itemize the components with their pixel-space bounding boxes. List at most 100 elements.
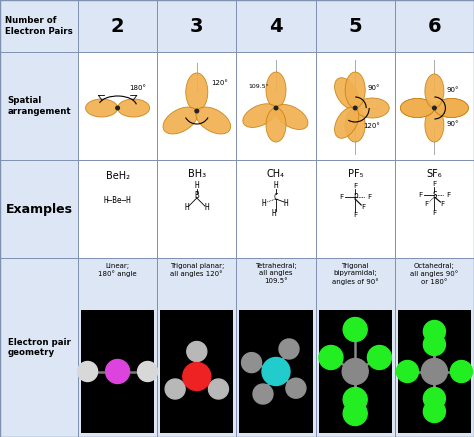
Bar xyxy=(78,258,157,437)
Bar xyxy=(78,160,157,258)
Circle shape xyxy=(433,106,436,110)
Circle shape xyxy=(423,320,446,343)
Circle shape xyxy=(423,333,446,356)
Circle shape xyxy=(242,353,262,373)
Circle shape xyxy=(116,106,119,110)
Text: 5: 5 xyxy=(348,17,362,35)
Bar xyxy=(78,0,157,52)
Ellipse shape xyxy=(434,98,468,118)
Circle shape xyxy=(343,388,367,412)
Circle shape xyxy=(279,339,299,359)
Bar xyxy=(157,258,237,437)
Text: BeH₂: BeH₂ xyxy=(106,171,129,181)
Text: Trigonal planar;
all angles 120°: Trigonal planar; all angles 120° xyxy=(170,263,224,277)
Circle shape xyxy=(286,378,306,398)
Text: H: H xyxy=(204,204,209,212)
Text: F: F xyxy=(440,201,445,207)
Bar xyxy=(157,52,237,160)
Text: CH₄: CH₄ xyxy=(267,169,285,179)
Circle shape xyxy=(421,358,447,385)
Bar xyxy=(237,258,316,437)
Text: P: P xyxy=(353,193,357,201)
Text: F: F xyxy=(353,183,357,189)
Ellipse shape xyxy=(335,107,359,138)
Text: SF₆: SF₆ xyxy=(427,169,442,179)
Bar xyxy=(0,0,78,52)
Bar xyxy=(237,52,316,160)
Ellipse shape xyxy=(266,108,286,142)
Ellipse shape xyxy=(196,107,231,134)
Ellipse shape xyxy=(186,73,208,111)
Text: H: H xyxy=(272,209,276,218)
Circle shape xyxy=(209,379,228,399)
Text: F: F xyxy=(367,194,371,200)
Text: 109.5°: 109.5° xyxy=(248,84,269,89)
Circle shape xyxy=(253,384,273,404)
Text: 6: 6 xyxy=(428,17,441,35)
Circle shape xyxy=(450,361,473,382)
Text: F: F xyxy=(424,201,428,207)
Bar xyxy=(237,160,316,258)
Circle shape xyxy=(78,361,98,382)
Circle shape xyxy=(274,106,278,110)
Text: 3: 3 xyxy=(190,17,203,35)
Circle shape xyxy=(137,361,157,382)
Text: Examples: Examples xyxy=(6,202,73,215)
Bar xyxy=(157,160,237,258)
Text: F: F xyxy=(447,192,450,198)
Bar xyxy=(395,52,474,160)
Circle shape xyxy=(423,388,446,409)
Text: F: F xyxy=(432,181,437,187)
Text: 2: 2 xyxy=(111,17,124,35)
Circle shape xyxy=(354,106,357,110)
Text: Number of
Electron Pairs: Number of Electron Pairs xyxy=(5,16,73,36)
Text: S: S xyxy=(432,191,437,200)
Bar xyxy=(81,310,154,433)
Circle shape xyxy=(396,361,419,382)
Text: H: H xyxy=(283,200,288,208)
Text: B: B xyxy=(194,191,199,201)
Text: 120°: 120° xyxy=(363,123,380,129)
Circle shape xyxy=(342,358,368,385)
Ellipse shape xyxy=(401,98,434,118)
Text: 180°: 180° xyxy=(129,85,146,91)
Circle shape xyxy=(183,363,211,391)
Ellipse shape xyxy=(401,98,434,118)
Text: Linear;
180° angle: Linear; 180° angle xyxy=(98,263,137,277)
Text: Trigonal
bipyramidal;
angles of 90°: Trigonal bipyramidal; angles of 90° xyxy=(332,263,379,285)
Circle shape xyxy=(343,318,367,341)
Text: H: H xyxy=(273,181,278,191)
Text: H: H xyxy=(262,200,266,208)
Text: BH₃: BH₃ xyxy=(188,169,206,179)
Text: 90°: 90° xyxy=(447,87,459,93)
Text: H: H xyxy=(194,181,199,191)
Ellipse shape xyxy=(118,99,150,117)
Circle shape xyxy=(367,346,392,370)
Ellipse shape xyxy=(243,104,276,128)
Bar xyxy=(237,0,316,52)
Bar xyxy=(78,52,157,160)
Text: Electron pair
geometry: Electron pair geometry xyxy=(8,338,71,357)
Bar xyxy=(395,258,474,437)
Bar xyxy=(157,0,237,52)
Text: C: C xyxy=(273,193,278,201)
Bar xyxy=(239,310,312,433)
Ellipse shape xyxy=(163,107,198,134)
Bar xyxy=(319,310,392,433)
Text: F: F xyxy=(418,192,422,198)
Bar xyxy=(316,258,395,437)
Ellipse shape xyxy=(345,108,365,142)
Text: H—Be—H: H—Be—H xyxy=(104,196,131,205)
Bar xyxy=(0,258,78,437)
Circle shape xyxy=(106,360,129,384)
Circle shape xyxy=(165,379,185,399)
Bar xyxy=(0,52,78,160)
Text: 90°: 90° xyxy=(367,85,380,91)
Ellipse shape xyxy=(425,108,444,142)
Ellipse shape xyxy=(434,98,468,118)
Text: F: F xyxy=(361,204,365,210)
Ellipse shape xyxy=(355,98,389,118)
Bar xyxy=(316,160,395,258)
Text: F: F xyxy=(432,210,437,216)
Bar xyxy=(160,310,233,433)
